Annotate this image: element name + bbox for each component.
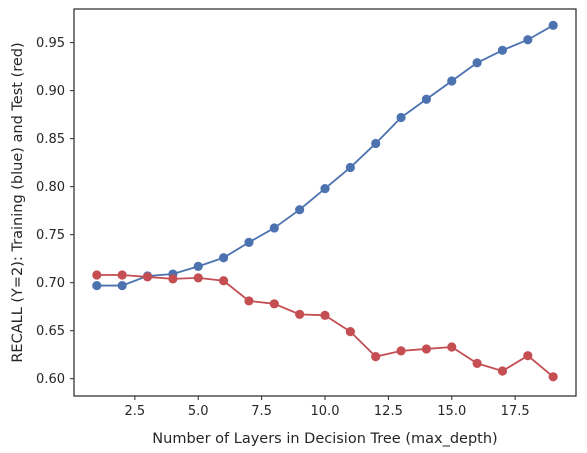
series-1-point [218,276,229,286]
y-tick-label: 0.60 [36,372,65,387]
x-tick-label: 7.5 [251,404,272,419]
series-0-point [497,45,508,55]
series-1-point [92,270,102,280]
series-0-point [295,205,305,215]
x-tick-label: 2.5 [125,404,146,419]
series-0-point [92,280,102,291]
series-1-point [447,342,457,352]
y-axis-ticks: 0.60 0.65 0.70 0.75 0.80 0.85 0.90 0.95 [36,36,74,387]
plot-frame [73,8,577,397]
series-0-point [244,237,254,247]
y-axis-label: RECALL (Y=2): Training (blue) and Test (… [10,42,26,362]
series-1-point [472,358,482,368]
series-1-point [421,344,432,354]
series-0-point [218,253,229,263]
series-1-point [168,274,178,284]
y-tick-label: 0.70 [36,276,65,291]
x-tick-label: 10.0 [311,404,340,419]
series-1-line [96,274,554,378]
x-tick-label: 17.5 [501,404,530,419]
series-1-point [523,351,533,361]
y-tick-label: 0.80 [36,180,65,195]
series-1-point [320,310,330,320]
series-0-point [117,280,127,291]
series-1-point [548,372,558,382]
series-0-point [523,35,533,45]
y-tick-label: 0.75 [36,228,65,243]
x-tick-label: 5.0 [188,404,209,419]
series-0-point [371,138,381,149]
x-axis-label: Number of Layers in Decision Tree (max_d… [152,431,497,447]
y-tick-label: 0.95 [36,36,65,51]
series-0-point [345,162,355,173]
series-0-point [320,183,330,194]
series-1-point [117,270,127,280]
series-1-point [193,273,203,283]
series-1-point [371,352,381,362]
series-0-point [193,261,203,271]
y-tick-label: 0.85 [36,132,65,147]
y-tick-label: 0.90 [36,84,65,99]
series-1-point [295,309,305,319]
series-0-line [96,24,554,287]
series-0-point [421,94,432,104]
series-1-point [244,296,254,306]
series-0-point [447,76,457,86]
series-0-point [396,112,406,123]
x-tick-label: 15.0 [437,404,466,419]
series-1-point [345,327,355,337]
series-1-point [497,366,508,376]
y-tick-label: 0.65 [36,324,65,339]
series-0-point [548,20,558,30]
series-1-point [396,346,406,356]
x-axis-ticks: 2.5 5.0 7.5 10.0 12.5 15.0 17.5 [125,396,530,419]
series-1-point [142,272,153,282]
series-1-point [269,299,279,309]
x-tick-label: 12.5 [374,404,403,419]
plot-marks [92,20,558,382]
series-0-point [269,223,279,233]
series-0-point [472,58,482,68]
